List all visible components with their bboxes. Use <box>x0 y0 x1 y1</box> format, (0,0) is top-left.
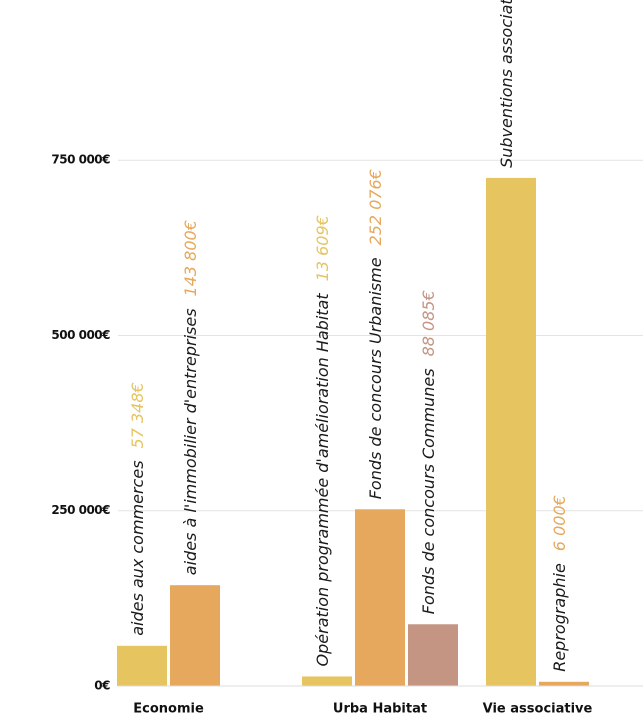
value-label: 57 348€ <box>128 382 147 448</box>
bar-name: Fonds de concours Communes <box>419 368 438 614</box>
bar <box>302 676 352 686</box>
bar-name: Subventions associations <box>497 0 516 168</box>
bar-label: aides à l'immobilier d'entreprises 143 80… <box>181 220 200 575</box>
y-tick-label: 500 000€ <box>51 328 110 342</box>
value-label: 143 800€ <box>181 220 200 296</box>
bar <box>486 177 536 686</box>
x-tick-label: Vie associative <box>483 702 593 717</box>
value-label: 252 076€ <box>366 169 385 245</box>
bar-name: Reprographie <box>550 563 569 672</box>
bar <box>355 509 405 686</box>
value-label: 88 085€ <box>419 290 438 356</box>
x-tick-label: Economie <box>133 702 204 717</box>
bar-name: aides aux commerces <box>128 460 147 635</box>
bar-label: Subventions associations724 747€ <box>497 0 516 168</box>
bar-label: Opération programmée d'amélioration Habi… <box>313 215 332 666</box>
bar-label: Reprographie 6 000€ <box>550 495 569 672</box>
y-tick-label: 250 000€ <box>51 503 110 517</box>
bar-label: Fonds de concours Communes 88 085€ <box>419 290 438 614</box>
value-label: 6 000€ <box>550 495 569 551</box>
bar-label: Fonds de concours Urbanisme 252 076€ <box>366 169 385 499</box>
bar-name: aides à l'immobilier d'entreprises <box>181 308 200 575</box>
bar <box>117 645 167 686</box>
value-label: 13 609€ <box>313 215 332 281</box>
bar <box>170 585 220 686</box>
bar <box>408 624 458 686</box>
bar-name: Fonds de concours Urbanisme <box>366 257 385 499</box>
bar-name: Opération programmée d'amélioration Habi… <box>313 293 332 667</box>
bar-label: aides aux commerces 57 348€ <box>128 382 147 636</box>
y-tick-label: 750 000€ <box>51 153 110 167</box>
bar <box>539 681 589 686</box>
y-tick-label: 0€ <box>94 679 110 693</box>
x-tick-label: Urba Habitat <box>333 702 427 717</box>
